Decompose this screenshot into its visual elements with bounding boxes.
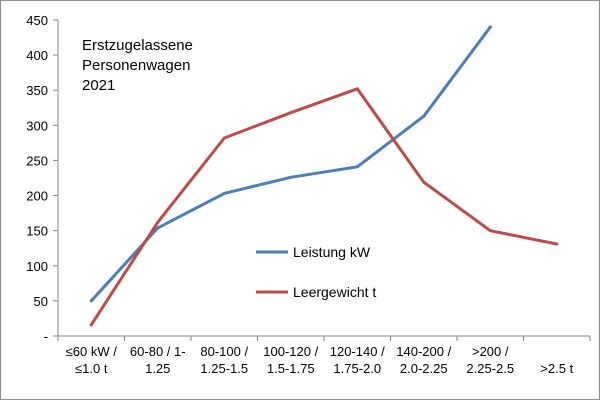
x-tick-label: 80-100 / <box>200 344 248 359</box>
y-tick-label: 200 <box>26 189 48 204</box>
data-point <box>289 175 293 179</box>
data-point <box>555 242 559 246</box>
data-point <box>89 299 93 303</box>
y-tick-label: 250 <box>26 153 48 168</box>
y-tick-label: 400 <box>26 48 48 63</box>
data-point <box>488 229 492 233</box>
x-tick-label: 2.25-2.5 <box>466 361 514 376</box>
data-point <box>89 323 93 327</box>
x-tick-label: 100-120 / <box>263 344 318 359</box>
data-point <box>488 25 492 29</box>
legend: Leistung kW Leergewicht t <box>256 244 376 300</box>
legend-label-leistung-kw: Leistung kW <box>293 244 371 260</box>
legend-label-leergewicht-t: Leergewicht t <box>293 284 376 300</box>
data-point <box>156 226 160 230</box>
x-tick-label: 2.0-2.25 <box>400 361 448 376</box>
data-point <box>355 165 359 169</box>
data-point <box>355 87 359 91</box>
x-tick-label: 60-80 / 1- <box>130 344 186 359</box>
data-point <box>422 114 426 118</box>
annotation-line-2: Personenwagen <box>82 57 190 74</box>
series-lines <box>89 25 559 327</box>
data-point <box>156 220 160 224</box>
y-tick-label: 150 <box>26 224 48 239</box>
data-point <box>222 191 226 195</box>
chart-annotation: Erstzugelassene Personenwagen 2021 <box>82 37 193 94</box>
y-tick-label: - <box>44 329 48 344</box>
axes: - 50 100 150 200 250 300 350 400 450 ≤60 kW / ≤1.0 … <box>26 13 591 376</box>
y-tick-label: 100 <box>26 259 48 274</box>
x-tick-label: 120-140 / <box>330 344 385 359</box>
series-line-leergewicht-t <box>89 87 559 327</box>
y-tick-label: 350 <box>26 83 48 98</box>
annotation-line-1: Erstzugelassene <box>82 37 193 54</box>
y-tick-label: 450 <box>26 13 48 28</box>
y-tick-label: 50 <box>34 294 48 309</box>
x-tick-label: 1.25 <box>145 361 170 376</box>
data-point <box>422 180 426 184</box>
y-tick-label: 300 <box>26 118 48 133</box>
data-point <box>289 111 293 115</box>
x-tick-label: ≤60 kW / <box>66 344 118 359</box>
x-tick-label: 140-200 / <box>396 344 451 359</box>
x-tick-label: 1.75-2.0 <box>333 361 381 376</box>
x-tick-label: 1.5-1.75 <box>267 361 315 376</box>
annotation-line-3: 2021 <box>82 77 115 94</box>
x-tick-label: >200 / <box>472 344 509 359</box>
x-tick-label: ≤1.0 t <box>75 361 108 376</box>
data-point <box>222 136 226 140</box>
x-tick-label: 1.25-1.5 <box>200 361 248 376</box>
x-tick-label: >2.5 t <box>540 361 573 376</box>
